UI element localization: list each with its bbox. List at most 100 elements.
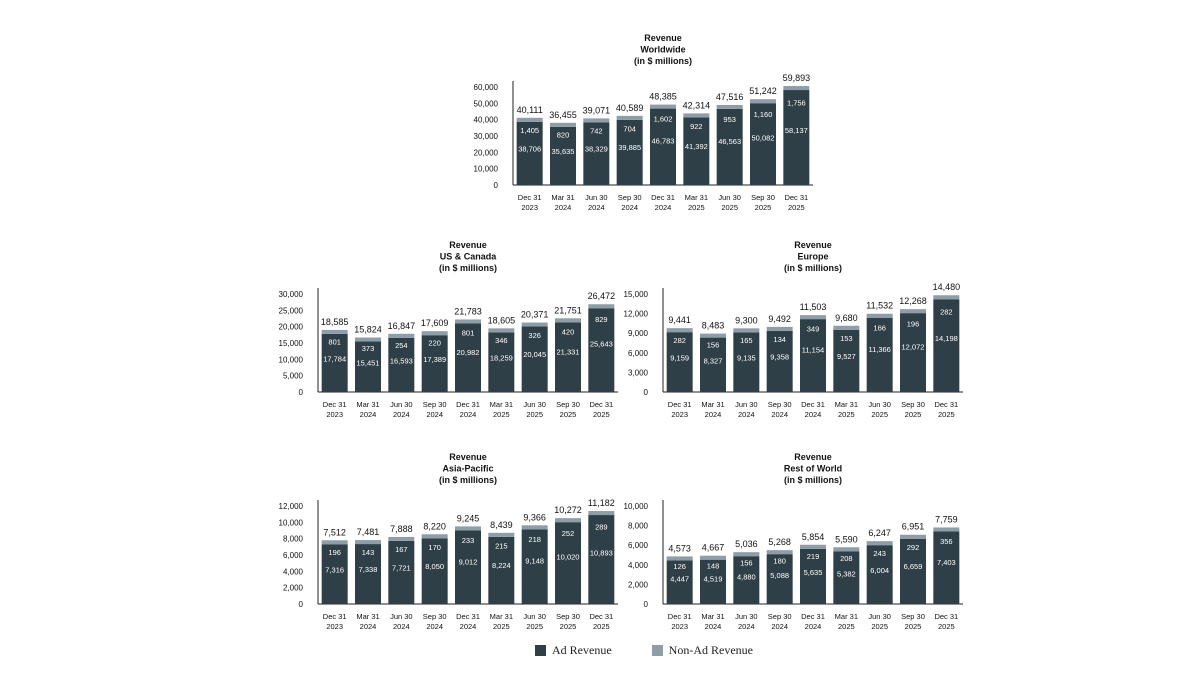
x-tick-label: Mar 31 [490, 612, 513, 621]
data-label-ad: 4,447 [670, 575, 689, 584]
x-tick-label: 2025 [838, 410, 855, 419]
bar-non-ad [933, 527, 960, 532]
x-tick-label: 2024 [426, 622, 443, 631]
data-label-ad: 7,338 [359, 565, 378, 574]
bar-ad [588, 515, 615, 604]
y-tick-label: 12,000 [279, 502, 304, 511]
data-label-ad: 5,088 [770, 571, 789, 580]
data-label-ad: 11,366 [868, 345, 890, 354]
chart-title-line: (in $ millions) [439, 263, 497, 273]
y-tick-label: 20,000 [279, 323, 304, 332]
data-label-non-ad: 126 [673, 562, 686, 571]
data-label-ad: 25,643 [590, 339, 613, 348]
data-label-ad: 38,329 [585, 145, 608, 154]
x-tick-label: 2025 [493, 410, 510, 419]
x-tick-label: Dec 31 [323, 400, 347, 409]
data-label-ad: 10,893 [590, 548, 613, 557]
data-label-ad: 38,706 [518, 144, 541, 153]
x-tick-label: Mar 31 [701, 612, 724, 621]
x-tick-label: 2024 [360, 622, 377, 631]
data-label-total: 47,516 [716, 92, 744, 102]
chart-title-line: (in $ millions) [784, 263, 842, 273]
bar-ad [866, 545, 893, 604]
data-label-total: 11,182 [588, 498, 615, 508]
bar-non-ad [421, 331, 448, 336]
data-label-ad: 17,784 [323, 354, 346, 363]
bar-ad [555, 322, 581, 392]
data-label-total: 12,268 [899, 296, 927, 306]
data-label-non-ad: 254 [395, 341, 408, 350]
chart-rest-of-world: Revenue Rest of World(in $ millions) 0 2,00… [624, 452, 963, 631]
x-tick-label: 2023 [671, 622, 688, 631]
data-label-total: 7,481 [357, 527, 380, 537]
x-tick-label: 2025 [871, 410, 888, 419]
x-tick-label: Jun 30 [390, 612, 413, 621]
x-tick-label: Jun 30 [390, 400, 413, 409]
x-tick-label: Sep 30 [618, 193, 642, 202]
data-label-total: 8,220 [423, 521, 446, 531]
bar-non-ad [321, 329, 348, 334]
bar-non-ad [521, 525, 548, 530]
y-tick-label: 3,000 [628, 368, 649, 377]
data-label-total: 18,605 [488, 315, 516, 325]
data-label-non-ad: 208 [840, 554, 853, 563]
data-label-ad: 6,659 [904, 562, 923, 571]
x-tick-label: Sep 30 [768, 400, 792, 409]
data-label-total: 20,371 [521, 310, 549, 320]
data-label-total: 9,492 [768, 314, 791, 324]
bar-ad [900, 538, 926, 604]
data-label-ad: 5,382 [837, 569, 856, 578]
bar-non-ad [866, 313, 893, 318]
data-label-ad: 11,154 [802, 346, 824, 355]
data-label-non-ad: 167 [395, 545, 408, 554]
x-tick-label: Sep 30 [556, 400, 580, 409]
x-tick-label: 2023 [326, 410, 343, 419]
x-tick-label: 2025 [788, 203, 805, 212]
data-label-non-ad: 801 [462, 328, 475, 337]
bar-non-ad [388, 536, 415, 541]
bar-ad [766, 330, 793, 392]
data-label-non-ad: 1,160 [754, 110, 773, 119]
data-label-total: 10,272 [554, 505, 582, 515]
data-label-ad: 12,072 [902, 342, 925, 351]
chart-title-line: US & Canada [440, 252, 498, 262]
data-label-total: 7,888 [390, 524, 413, 534]
data-label-total: 5,268 [768, 537, 791, 547]
bar-ad [900, 313, 926, 392]
bar-non-ad [550, 122, 576, 127]
bar-non-ad [700, 333, 726, 338]
y-tick-label: 20,000 [474, 148, 499, 157]
bar-non-ad [583, 118, 610, 123]
data-label-total: 21,783 [454, 306, 482, 316]
data-label-ad: 16,593 [390, 357, 413, 366]
bar-ad [321, 544, 348, 604]
data-label-ad: 50,082 [752, 134, 775, 143]
data-label-total: 9,245 [457, 513, 480, 523]
data-label-non-ad: 143 [362, 548, 375, 557]
x-tick-label: 2025 [560, 622, 577, 631]
data-label-ad: 8,224 [492, 561, 511, 570]
bar-non-ad [488, 328, 515, 333]
bar-ad [833, 329, 860, 392]
data-label-ad: 9,148 [525, 557, 544, 566]
bar-ad [650, 108, 676, 185]
y-tick-label: 10,000 [279, 355, 304, 364]
data-label-non-ad: 220 [428, 339, 441, 348]
bar-ad [588, 308, 615, 392]
y-tick-label: 0 [644, 600, 649, 609]
bar-non-ad [355, 540, 381, 545]
bar-non-ad [355, 337, 381, 342]
y-tick-label: 8,000 [283, 535, 304, 544]
bar-ad [521, 529, 548, 604]
data-label-non-ad: 166 [873, 323, 886, 332]
x-tick-label: 2025 [526, 410, 543, 419]
data-label-total: 39,071 [583, 105, 611, 115]
y-tick-label: 10,000 [624, 502, 649, 511]
x-tick-label: 2025 [593, 622, 610, 631]
bar-ad [321, 333, 348, 392]
x-tick-label: 2025 [721, 203, 738, 212]
bar-non-ad [800, 544, 826, 549]
x-tick-label: Dec 31 [651, 193, 675, 202]
y-tick-label: 0 [644, 388, 649, 397]
bar-non-ad [521, 322, 548, 327]
